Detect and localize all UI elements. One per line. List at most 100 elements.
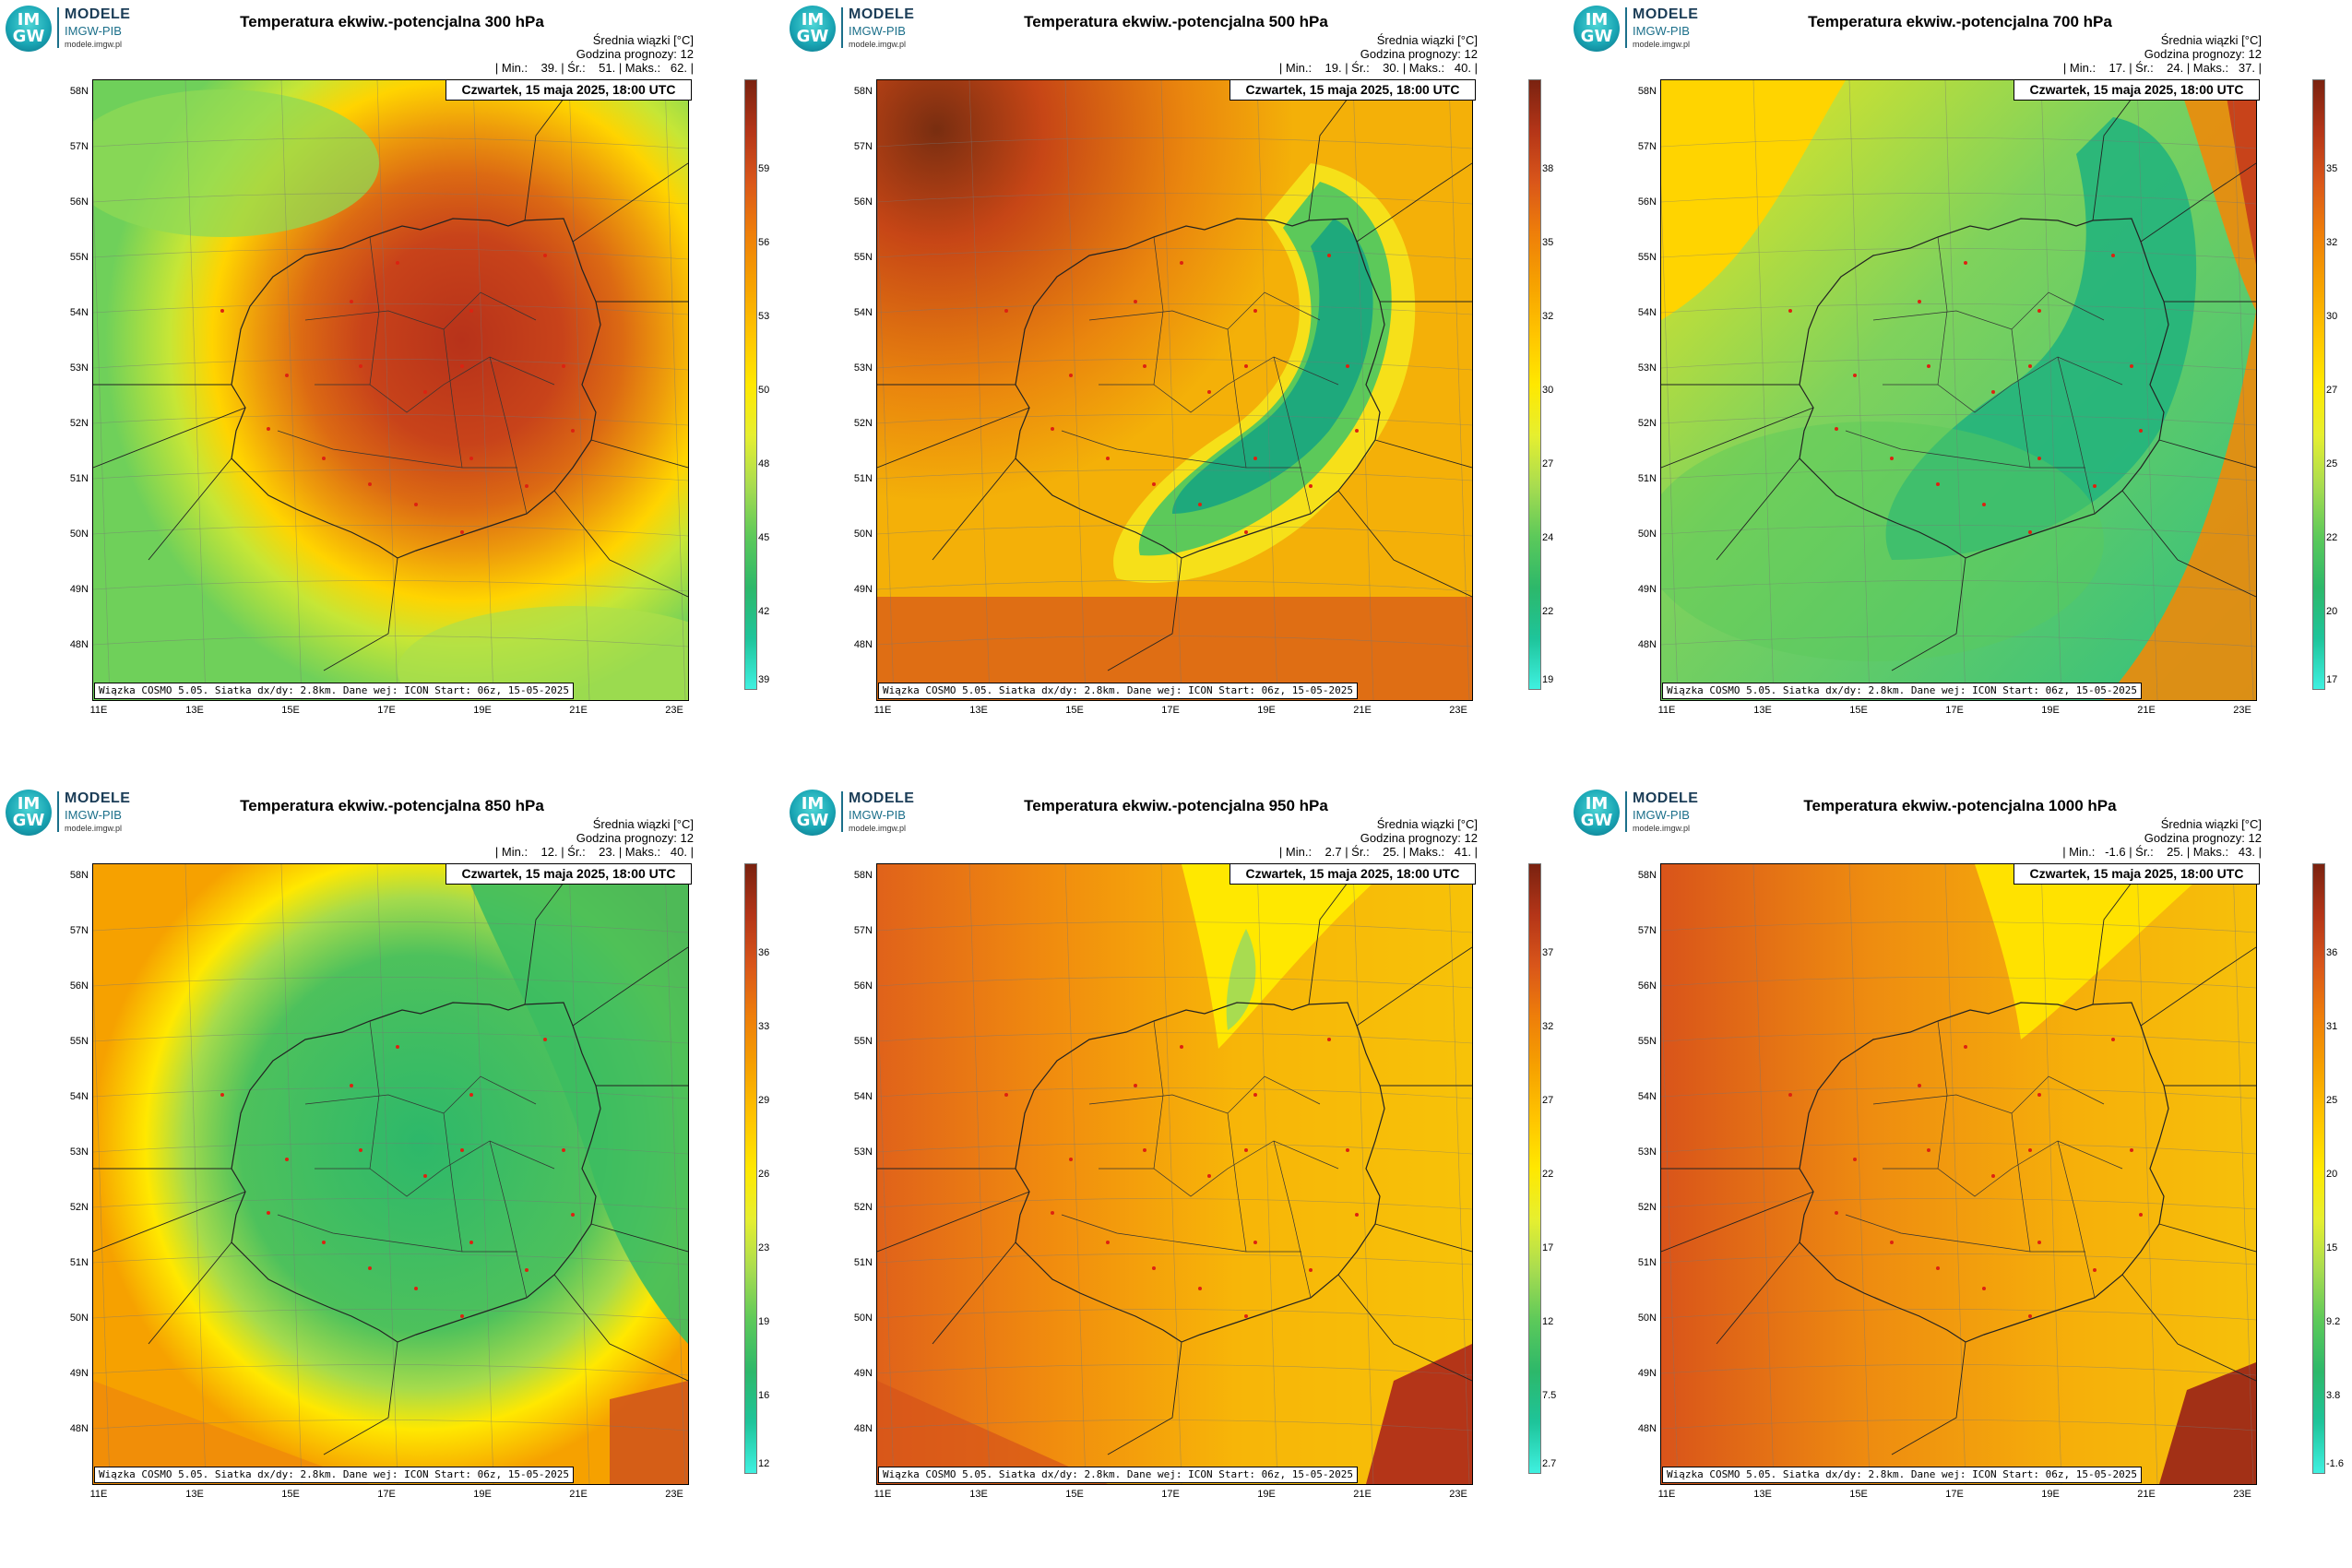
longitude-tick-label: 17E bbox=[1945, 1489, 1964, 1500]
longitude-tick-label: 15E bbox=[281, 705, 300, 716]
latitude-tick-label: 50N bbox=[1637, 1313, 1657, 1324]
longitude-tick-label: 19E bbox=[1257, 705, 1276, 716]
logo-badge-bottom: GW bbox=[1580, 27, 1613, 46]
logo-url: modele.imgw.pl bbox=[65, 40, 123, 49]
logo-url: modele.imgw.pl bbox=[1633, 40, 1691, 49]
longitude-labels: 11E 13E 15E 17E 19E 21E 23E bbox=[90, 705, 687, 719]
model-credit: Wiązka COSMO 5.05. Siatka dx/dy: 2.8km. … bbox=[878, 1467, 1358, 1483]
latitude-tick-label: 51N bbox=[69, 473, 89, 484]
longitude-tick-label: 17E bbox=[1945, 705, 1964, 716]
logo-title: MODELE bbox=[1633, 790, 1699, 806]
logo-title: MODELE bbox=[1633, 6, 1699, 22]
latitude-tick-label: 50N bbox=[853, 529, 873, 540]
stats-summary: | Min.: -1.6 | Śr.: 25. | Maks.: 43. | bbox=[2062, 845, 2262, 859]
logo-badge-icon: IM GW bbox=[1574, 6, 1620, 52]
longitude-tick-label: 15E bbox=[1065, 1489, 1084, 1500]
latitude-tick-label: 49N bbox=[1637, 584, 1657, 595]
colorbar-tick-label: 30 bbox=[1542, 385, 1554, 396]
longitude-tick-label: 13E bbox=[185, 705, 204, 716]
latitude-tick-label: 54N bbox=[69, 1091, 89, 1102]
latitude-tick-label: 53N bbox=[1637, 1146, 1657, 1158]
latitude-tick-label: 48N bbox=[1637, 639, 1657, 650]
colorbar-tick-label: 35 bbox=[1542, 237, 1554, 248]
logo-badge-bottom: GW bbox=[1580, 811, 1613, 830]
latitude-tick-label: 53N bbox=[853, 362, 873, 374]
logo-separator bbox=[1625, 791, 1627, 832]
chart-title: Temperatura ekwiw.-potencjalna 950 hPa bbox=[1024, 797, 1328, 814]
chart-title: Temperatura ekwiw.-potencjalna 1000 hPa bbox=[1803, 797, 2117, 814]
colorbar-tick-label: 22 bbox=[1542, 606, 1554, 617]
logo-badge-top: IM bbox=[801, 10, 825, 30]
latitude-tick-label: 56N bbox=[1637, 196, 1657, 208]
stats-summary: | Min.: 12. | Śr.: 23. | Maks.: 40. | bbox=[494, 845, 694, 859]
colorbar-ticks: 37 32 27 22 17 12 7.5 2.7 bbox=[1542, 863, 1570, 1472]
colorbar-tick-label: 38 bbox=[1542, 163, 1554, 174]
colorbar-ticks: 38 35 32 30 27 24 22 19 bbox=[1542, 79, 1570, 688]
forecast-hour: Godzina prognozy: 12 bbox=[576, 831, 694, 845]
latitude-tick-label: 51N bbox=[1637, 473, 1657, 484]
map-area bbox=[1660, 79, 2257, 701]
longitude-tick-label: 17E bbox=[1161, 1489, 1180, 1500]
longitude-tick-label: 13E bbox=[969, 1489, 988, 1500]
ensemble-mean-label: Średnia wiązki [°C] bbox=[2160, 33, 2262, 47]
logo-url: modele.imgw.pl bbox=[65, 824, 123, 833]
temperature-field bbox=[93, 864, 688, 1484]
latitude-tick-label: 51N bbox=[1637, 1257, 1657, 1268]
stats-summary: | Min.: 2.7 | Śr.: 25. | Maks.: 41. | bbox=[1278, 845, 1478, 859]
colorbar-tick-label: 45 bbox=[758, 532, 770, 543]
valid-date: Czwartek, 15 maja 2025, 18:00 UTC bbox=[445, 863, 692, 885]
chart-panel: IM GW MODELE IMGW-PIB modele.imgw.pl Temp… bbox=[784, 784, 1568, 1568]
latitude-tick-label: 54N bbox=[69, 307, 89, 318]
longitude-tick-label: 23E bbox=[1449, 1489, 1467, 1500]
logo-separator bbox=[841, 7, 843, 48]
latitude-tick-label: 51N bbox=[853, 1257, 873, 1268]
colorbar-tick-label: 23 bbox=[758, 1242, 770, 1253]
colorbar-tick-label: 24 bbox=[1542, 532, 1554, 543]
longitude-labels: 11E 13E 15E 17E 19E 21E 23E bbox=[874, 705, 1471, 719]
colorbar bbox=[2312, 79, 2325, 690]
longitude-tick-label: 21E bbox=[569, 1489, 588, 1500]
latitude-labels: 58N 57N 56N 55N 54N 53N 52N 51N 50N 49N 48N bbox=[48, 863, 89, 1483]
forecast-hour: Godzina prognozy: 12 bbox=[2144, 831, 2262, 845]
longitude-tick-label: 17E bbox=[377, 705, 396, 716]
latitude-labels: 58N 57N 56N 55N 54N 53N 52N 51N 50N 49N 48N bbox=[1616, 863, 1657, 1483]
longitude-tick-label: 23E bbox=[2233, 1489, 2251, 1500]
longitude-tick-label: 21E bbox=[2137, 1489, 2156, 1500]
logo-badge-icon: IM GW bbox=[1574, 790, 1620, 836]
latitude-tick-label: 56N bbox=[1637, 980, 1657, 992]
colorbar-tick-label: 9.2 bbox=[2326, 1316, 2341, 1327]
valid-date: Czwartek, 15 maja 2025, 18:00 UTC bbox=[1229, 79, 1476, 101]
imgw-logo: IM GW MODELE IMGW-PIB modele.imgw.pl bbox=[1572, 788, 1765, 837]
temperature-field bbox=[1661, 80, 2256, 700]
longitude-tick-label: 11E bbox=[89, 705, 108, 716]
colorbar-tick-label: -1.6 bbox=[2326, 1458, 2344, 1469]
latitude-tick-label: 57N bbox=[1637, 925, 1657, 936]
latitude-tick-label: 52N bbox=[853, 1202, 873, 1213]
longitude-tick-label: 19E bbox=[473, 1489, 492, 1500]
temperature-field bbox=[93, 80, 688, 700]
longitude-tick-label: 13E bbox=[969, 705, 988, 716]
logo-url: modele.imgw.pl bbox=[1633, 824, 1691, 833]
colorbar-tick-label: 19 bbox=[758, 1316, 770, 1327]
longitude-tick-label: 11E bbox=[1657, 1489, 1676, 1500]
logo-badge-top: IM bbox=[17, 794, 41, 814]
stats-summary: | Min.: 17. | Śr.: 24. | Maks.: 37. | bbox=[2062, 61, 2262, 75]
latitude-tick-label: 55N bbox=[1637, 252, 1657, 263]
longitude-tick-label: 17E bbox=[377, 1489, 396, 1500]
latitude-tick-label: 58N bbox=[853, 86, 873, 97]
temperature-field bbox=[1661, 864, 2256, 1484]
chart-title: Temperatura ekwiw.-potencjalna 300 hPa bbox=[240, 13, 544, 30]
longitude-labels: 11E 13E 15E 17E 19E 21E 23E bbox=[1658, 705, 2255, 719]
colorbar-tick-label: 22 bbox=[1542, 1169, 1554, 1180]
colorbar-tick-label: 2.7 bbox=[1542, 1458, 1557, 1469]
logo-separator bbox=[57, 791, 59, 832]
colorbar-tick-label: 17 bbox=[1542, 1242, 1554, 1253]
chart-panel: IM GW MODELE IMGW-PIB modele.imgw.pl Temp… bbox=[0, 0, 784, 784]
colorbar-tick-label: 32 bbox=[2326, 237, 2338, 248]
colorbar bbox=[1528, 863, 1541, 1474]
colorbar-tick-label: 12 bbox=[758, 1458, 770, 1469]
logo-title: MODELE bbox=[849, 790, 915, 806]
ensemble-mean-label: Średnia wiązki [°C] bbox=[2160, 817, 2262, 831]
colorbar-tick-label: 27 bbox=[1542, 1095, 1554, 1106]
latitude-tick-label: 55N bbox=[853, 252, 873, 263]
